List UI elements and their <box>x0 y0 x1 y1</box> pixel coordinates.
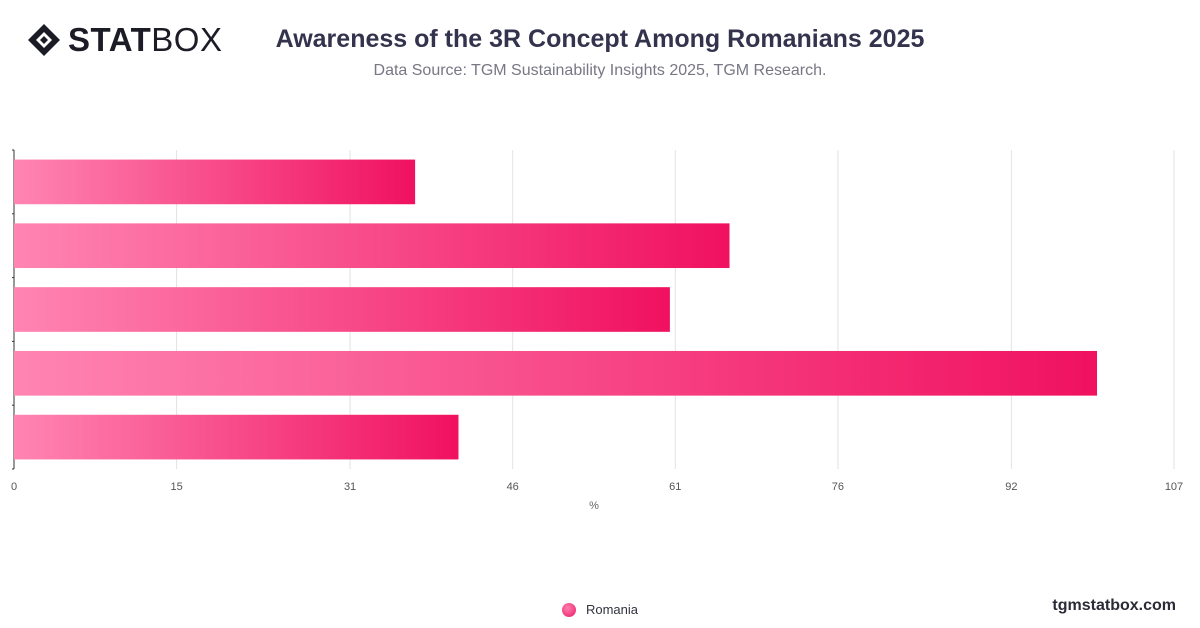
brand-wordmark: STATBOX <box>68 22 222 58</box>
bar-1[interactable] <box>14 159 416 205</box>
chart-subtitle: Data Source: TGM Sustainability Insights… <box>373 62 827 79</box>
x-tick-label: 61 <box>669 481 681 493</box>
x-axis-ticks: 0 15 31 46 61 76 92 107 <box>11 481 1183 493</box>
x-tick-label: 15 <box>170 481 182 493</box>
footer-site-link[interactable]: tgmstatbox.com <box>1052 597 1176 614</box>
x-tick-label: 0 <box>11 481 17 493</box>
legend: Romania <box>0 602 1200 617</box>
x-tick-label: 46 <box>507 481 519 493</box>
bar-5[interactable] <box>14 414 459 460</box>
x-tick-label: 76 <box>832 481 844 493</box>
legend-label-romania: Romania <box>585 602 639 617</box>
brand-logo: STATBOX <box>26 22 222 58</box>
bar-3[interactable] <box>14 287 670 332</box>
legend-marker <box>561 602 576 617</box>
chart-title: Awareness of the 3R Concept Among Romani… <box>275 25 925 53</box>
brand-name-light: BOX <box>151 21 223 58</box>
x-axis-label: % <box>589 500 599 512</box>
brand-name-bold: STAT <box>68 21 152 58</box>
x-tick-label: 107 <box>1165 481 1183 493</box>
statbox-diamond-icon <box>28 24 60 56</box>
bars <box>14 159 1098 460</box>
x-tick-label: 92 <box>1005 481 1017 493</box>
bar-4[interactable] <box>14 350 1098 396</box>
x-tick-label: 31 <box>344 481 356 493</box>
bar-2[interactable] <box>14 223 730 269</box>
